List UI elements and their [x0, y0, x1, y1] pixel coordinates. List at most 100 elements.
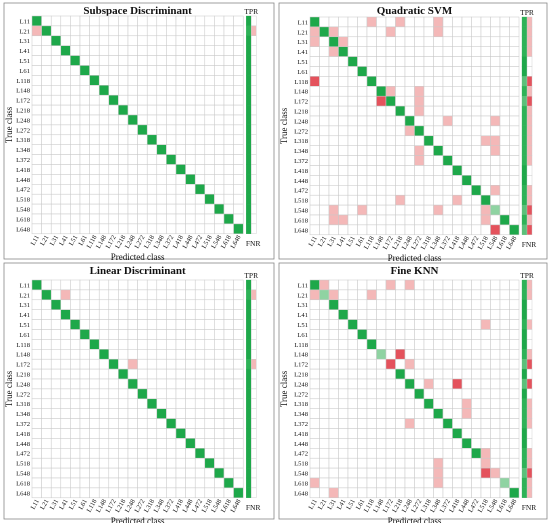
tpr-fnr-columns	[521, 279, 533, 498]
tpr-label: TPR	[520, 271, 534, 280]
matrix-cell	[442, 95, 453, 107]
matrix-cell	[509, 204, 520, 216]
matrix-cell	[137, 114, 148, 126]
matrix-cell	[60, 339, 71, 350]
matrix-cell	[98, 45, 110, 56]
matrix-cell	[319, 145, 330, 156]
matrix-cell	[233, 144, 244, 155]
matrix-cell	[376, 194, 387, 206]
tpr-cell	[246, 15, 252, 27]
matrix-cell	[98, 477, 110, 489]
matrix-cell	[461, 95, 472, 107]
matrix-cell	[166, 134, 177, 145]
matrix-cell	[480, 477, 491, 489]
matrix-cell-correct	[204, 457, 215, 469]
matrix-cell	[98, 358, 110, 370]
matrix-cell-correct	[319, 26, 330, 38]
matrix-cell	[60, 408, 71, 419]
tpr-cell	[521, 448, 528, 459]
matrix-cell	[376, 329, 387, 340]
matrix-cell	[357, 165, 368, 176]
matrix-cell	[423, 145, 434, 156]
matrix-cell	[98, 25, 110, 37]
matrix-cell	[70, 299, 81, 310]
matrix-cell	[50, 339, 62, 350]
matrix-cell	[233, 75, 244, 86]
matrix-cell	[156, 134, 167, 145]
matrix-cell	[490, 378, 501, 390]
matrix-cell	[509, 279, 520, 291]
matrix-cell	[395, 56, 406, 67]
matrix-cell-correct	[376, 349, 387, 360]
tpr-cell	[521, 428, 528, 439]
matrix-cell	[452, 309, 463, 320]
matrix-cell	[118, 398, 129, 409]
matrix-cell	[41, 154, 52, 165]
matrix-cell	[347, 125, 358, 137]
tpr-cell	[246, 45, 252, 56]
matrix-cell	[357, 46, 368, 57]
matrix-cell	[41, 349, 52, 360]
matrix-cell	[118, 279, 129, 291]
fnr-cell	[250, 368, 257, 380]
matrix-cell	[461, 339, 472, 350]
matrix-cell	[70, 487, 81, 499]
matrix-cell	[79, 94, 90, 106]
matrix-cell	[89, 358, 100, 370]
fnr-cell	[250, 15, 257, 27]
matrix-cell	[79, 309, 90, 320]
matrix-cell	[204, 448, 215, 459]
tpr-cell	[246, 55, 252, 66]
tpr-cell	[521, 66, 528, 77]
fnr-cell	[250, 487, 257, 498]
matrix-cell	[471, 56, 482, 67]
matrix-cell	[309, 95, 320, 107]
row-tick-label: L51	[297, 322, 308, 329]
tpr-cell	[246, 174, 252, 185]
matrix-cell	[319, 135, 330, 146]
matrix-cell	[60, 203, 71, 215]
matrix-cell	[471, 398, 482, 409]
matrix-cell	[166, 398, 177, 409]
matrix-cell	[98, 144, 110, 155]
matrix-cell-correct	[146, 134, 158, 145]
matrix-cell	[471, 86, 482, 97]
matrix-cell-error	[433, 467, 444, 479]
matrix-cell	[423, 105, 434, 117]
matrix-cell	[233, 85, 244, 96]
matrix-cell	[50, 349, 62, 360]
row-tick-label: L172	[294, 362, 308, 369]
tpr-cell	[246, 448, 252, 459]
column-tick-label: L21	[39, 234, 50, 247]
matrix-cell	[376, 135, 387, 146]
matrix-cell	[70, 104, 81, 116]
matrix-cell	[70, 349, 81, 360]
matrix-cell	[309, 86, 320, 97]
matrix-cell	[442, 477, 453, 489]
matrix-cell-error	[366, 16, 377, 28]
row-tick-label: L41	[297, 312, 308, 319]
matrix-cell	[319, 378, 330, 390]
matrix-cell	[490, 26, 501, 38]
matrix-cell	[357, 477, 368, 489]
matrix-cell	[385, 428, 396, 439]
row-tick-label: L248	[294, 381, 309, 388]
row-tick-label: L148	[16, 352, 31, 359]
matrix-cell	[204, 358, 215, 370]
matrix-cell	[175, 388, 186, 400]
matrix-cell	[185, 378, 196, 390]
matrix-cell	[461, 477, 472, 489]
matrix-cell	[223, 35, 234, 46]
matrix-cell	[499, 289, 510, 301]
row-tick-label: L472	[294, 188, 308, 195]
matrix-cell	[404, 155, 415, 166]
matrix-cell	[309, 349, 320, 360]
matrix-cell	[309, 145, 320, 156]
matrix-cell	[404, 408, 415, 419]
matrix-cell	[461, 368, 472, 380]
matrix-cell	[490, 155, 501, 166]
matrix-cell	[414, 358, 425, 370]
matrix-cell	[366, 279, 377, 291]
row-tick-labels: L11L21L31L41L51L61L118L148L172L218L248L2…	[16, 282, 31, 497]
matrix-cell-correct	[309, 279, 320, 291]
